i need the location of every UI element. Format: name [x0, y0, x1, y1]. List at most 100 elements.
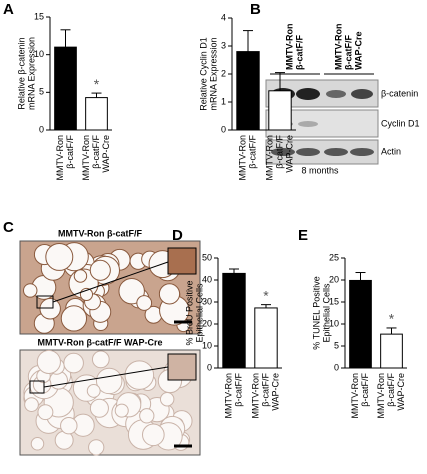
panel-label: E	[298, 227, 308, 244]
x-tick-label: β-catF/F	[260, 373, 270, 407]
bar	[85, 97, 108, 131]
x-tick-label: β-catF/F	[360, 373, 370, 407]
y-tick-label: 20	[329, 274, 339, 284]
adipocyte	[60, 416, 78, 435]
y-tick-label: 1	[221, 96, 226, 106]
x-tick-label: MMTV-Ron	[81, 135, 91, 181]
adipocyte	[95, 367, 123, 395]
bar	[222, 272, 246, 369]
band	[271, 148, 295, 156]
column-label: β-catF/F	[294, 35, 304, 70]
x-tick-label: β-catF/F	[91, 135, 101, 169]
bar	[254, 307, 278, 369]
arrow	[43, 366, 169, 388]
y-axis-label: Relative Cyclin D1	[198, 37, 208, 111]
y-tick-label: 0	[221, 124, 226, 134]
adipocyte	[45, 242, 74, 271]
band	[350, 148, 374, 156]
row-label: Actin	[381, 146, 401, 156]
x-tick-label: WAP-Cre	[270, 373, 280, 411]
adipocyte	[89, 259, 111, 281]
panel-label: B	[250, 1, 261, 18]
adipocyte	[118, 277, 145, 305]
inset-zoom	[167, 353, 197, 381]
band	[324, 148, 348, 156]
adipocyte	[73, 269, 88, 283]
y-axis-label: Epithelial Cells	[194, 283, 204, 343]
caption: 8 months	[301, 165, 339, 175]
x-tick-label: β-catF/F	[274, 135, 284, 169]
adipocyte	[91, 350, 110, 369]
y-tick-label: 10	[202, 340, 212, 350]
bar	[349, 279, 372, 369]
y-axis-label: mRNA Expression	[26, 37, 36, 110]
adipocyte	[86, 383, 101, 398]
y-tick-label: 10	[34, 49, 44, 59]
band	[296, 148, 320, 156]
x-tick-label: β-catF/F	[247, 135, 257, 169]
y-tick-label: 25	[329, 252, 339, 262]
y-tick-label: 0	[207, 362, 212, 372]
adipocyte	[88, 439, 105, 456]
panel-label: D	[172, 227, 183, 244]
panel-label: A	[3, 1, 14, 18]
adipocyte	[89, 398, 109, 418]
column-label: WAP-Cre	[353, 31, 363, 70]
image-title: MMTV-Ron β-catF/F WAP-Cre	[38, 337, 163, 347]
inset-zoom	[167, 247, 197, 275]
x-tick-label: β-catF/F	[65, 135, 75, 169]
y-tick-label: 30	[202, 296, 212, 306]
column-label: MMTV-Ron	[333, 24, 343, 71]
x-tick-label: MMTV-Ron	[376, 373, 386, 419]
adipocyte	[39, 298, 61, 320]
adipocyte	[124, 360, 155, 390]
x-tick-label: MMTV-Ron	[350, 373, 360, 419]
adipocyte	[36, 349, 61, 374]
x-tick-label: MMTV-Ron	[250, 373, 260, 419]
panel-label: C	[3, 219, 14, 236]
y-tick-label: 40	[202, 274, 212, 284]
column-label: MMTV-Ron	[284, 24, 294, 71]
column-label: β-catF/F	[343, 35, 353, 70]
y-axis-label: Relative β-catenin	[16, 37, 26, 109]
adipocyte	[136, 295, 153, 311]
bar	[236, 51, 260, 131]
significance: *	[94, 76, 100, 92]
adipocyte	[60, 305, 88, 332]
y-tick-label: 20	[202, 318, 212, 328]
x-tick-label: MMTV-Ron	[237, 135, 247, 181]
x-tick-label: WAP-Cre	[396, 373, 406, 411]
arrow	[52, 261, 169, 303]
y-tick-label: 50	[202, 252, 212, 262]
adipocyte	[22, 283, 38, 298]
bar	[268, 90, 292, 131]
y-tick-label: 2	[221, 68, 226, 78]
adipocyte	[30, 437, 45, 451]
y-tick-label: 0	[334, 362, 339, 372]
y-tick-label: 5	[39, 87, 44, 97]
significance: *	[263, 287, 269, 303]
x-tick-label: MMTV-Ron	[55, 135, 65, 181]
significance: *	[389, 311, 395, 327]
y-tick-label: 3	[221, 40, 226, 50]
x-tick-label: WAP-Cre	[284, 135, 294, 173]
band	[351, 89, 373, 99]
adipocyte	[139, 408, 155, 424]
band	[326, 90, 346, 98]
y-axis-label: % TUNEL Positive	[311, 276, 321, 350]
y-tick-label: 4	[221, 12, 226, 22]
x-tick-label: MMTV-Ron	[223, 373, 233, 419]
y-axis-label: mRNA Expression	[208, 37, 218, 110]
y-tick-label: 0	[39, 124, 44, 134]
band	[296, 88, 320, 100]
adipocyte	[63, 352, 84, 374]
adipocyte	[24, 397, 39, 412]
y-tick-label: 15	[329, 296, 339, 306]
row-label: β-catenin	[381, 88, 418, 98]
x-tick-label: WAP-Cre	[101, 135, 111, 173]
band	[298, 121, 318, 127]
x-tick-label: β-catF/F	[386, 373, 396, 407]
row-label: Cyclin D1	[381, 118, 420, 128]
